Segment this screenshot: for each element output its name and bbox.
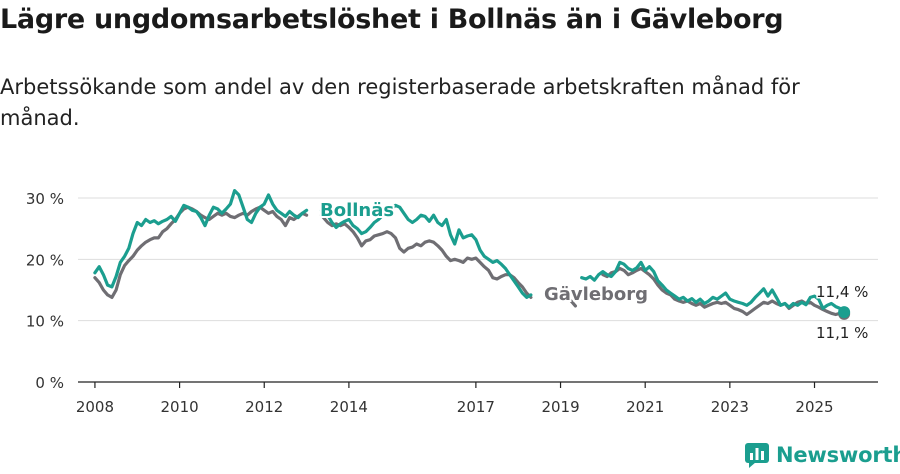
series-lines <box>93 189 851 320</box>
series-labels: Bollnäs Gävleborg 11,4 % 11,1 % <box>318 198 870 344</box>
x-tick-label: 2021 <box>626 398 664 416</box>
newsworthy-brand: Newsworthy <box>744 440 900 470</box>
x-axis: 2008 2010 2012 2014 2017 2019 2021 2023 2025 <box>76 381 878 416</box>
series-label-gavleborg: Gävleborg <box>544 284 648 305</box>
series-line-bollnas <box>93 189 309 289</box>
series-line-gavleborg <box>319 213 533 299</box>
x-tick-label: 2010 <box>160 398 198 416</box>
brand-name: Newsworthy <box>776 443 900 467</box>
newsworthy-logo-icon <box>745 443 769 468</box>
series-line-bollnas <box>580 260 846 314</box>
x-tick-label: 2017 <box>457 398 495 416</box>
y-axis: 0 % 10 % 20 % 30 % <box>26 190 64 392</box>
y-tick-label: 20 % <box>26 251 64 269</box>
chart-subtitle: Arbetssökande som andel av den registerb… <box>0 75 800 130</box>
y-tick-label: 30 % <box>26 190 64 208</box>
x-tick-label: 2025 <box>795 398 833 416</box>
chart-title: Lägre ungdomsarbetslöshet i Bollnäs än i… <box>0 4 784 35</box>
series-label-bollnas: Bollnäs <box>320 200 394 221</box>
y-tick-label: 0 % <box>35 374 64 392</box>
x-tick-label: 2012 <box>245 398 283 416</box>
series-line-gavleborg <box>569 299 577 308</box>
end-label-bollnas: 11,4 % <box>816 283 868 301</box>
end-label-gavleborg: 11,1 % <box>816 324 868 342</box>
x-tick-label: 2008 <box>76 398 114 416</box>
end-point-bollnas <box>838 306 851 319</box>
x-tick-label: 2019 <box>541 398 579 416</box>
x-tick-label: 2014 <box>330 398 368 416</box>
y-tick-label: 10 % <box>26 313 64 331</box>
x-tick-label: 2023 <box>711 398 749 416</box>
series-line-bollnas <box>319 203 533 299</box>
